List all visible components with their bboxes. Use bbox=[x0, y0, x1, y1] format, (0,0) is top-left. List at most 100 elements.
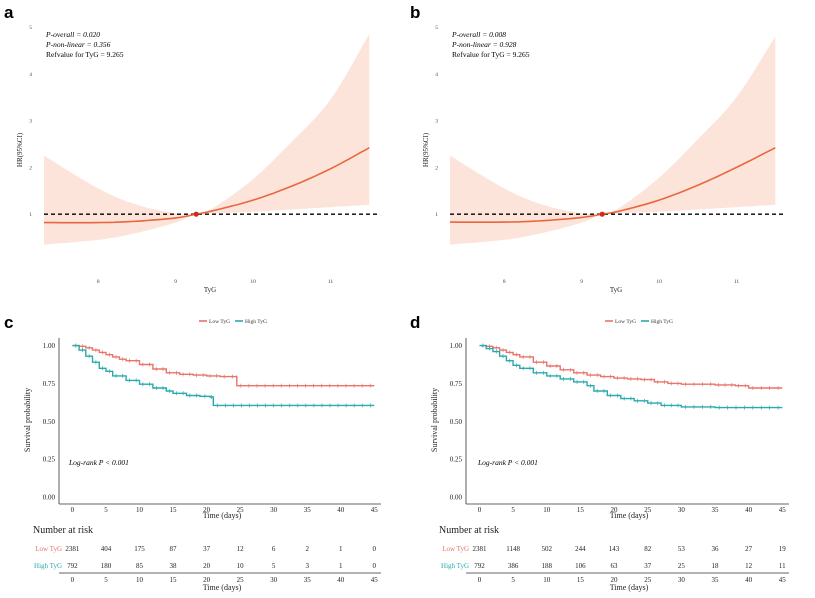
y-tick-label: 0.00 bbox=[43, 493, 56, 501]
y-tick-label: 1.00 bbox=[450, 342, 463, 350]
x-axis-label: Time (days) bbox=[203, 511, 242, 520]
risk-count: 25 bbox=[678, 562, 686, 570]
risk-count: 175 bbox=[134, 545, 145, 553]
logrank-text: Log-rank P < 0.001 bbox=[68, 458, 129, 467]
risk-x-tick-label: 20 bbox=[203, 576, 211, 584]
panel-label-d: d bbox=[410, 313, 420, 332]
risk-count: 63 bbox=[611, 562, 619, 570]
y-tick-label: 0.25 bbox=[450, 456, 463, 464]
risk-table: 2381 1148 502 244 143 82 53 36 27 19 792 386 188 106 6… bbox=[466, 545, 789, 584]
x-tick-label: 20 bbox=[203, 506, 211, 514]
legend-label-high: High TyG bbox=[651, 319, 673, 325]
survival-curves-group bbox=[479, 343, 783, 410]
low-tyg-curve bbox=[72, 344, 375, 387]
risk-count: 3 bbox=[305, 562, 309, 570]
x-tick-label: 15 bbox=[577, 506, 585, 514]
x-tick-label: 5 bbox=[104, 506, 108, 514]
risk-count: 244 bbox=[575, 545, 586, 553]
risk-count: 19 bbox=[779, 545, 787, 553]
y-tick-label: 0.50 bbox=[43, 418, 56, 426]
x-tick-label: 10 bbox=[250, 279, 256, 285]
y-tick-label: 5 bbox=[29, 25, 32, 31]
low-tyg-curve bbox=[479, 344, 783, 389]
x-tick-label: 30 bbox=[270, 506, 278, 514]
risk-count: 36 bbox=[711, 545, 719, 553]
risk-x-tick-label: 20 bbox=[611, 576, 619, 584]
risk-count: 1 bbox=[339, 562, 343, 570]
risk-count: 106 bbox=[575, 562, 586, 570]
risk-count: 10 bbox=[237, 562, 245, 570]
ci-band bbox=[44, 34, 370, 245]
annotation-p-overall: P-overall = 0.020 bbox=[45, 30, 100, 39]
risk-count: 6 bbox=[272, 545, 276, 553]
risk-x-tick-label: 5 bbox=[511, 576, 515, 584]
risk-x-tick-label: 45 bbox=[779, 576, 787, 584]
x-tick-label: 20 bbox=[611, 506, 619, 514]
risk-x-tick-label: 45 bbox=[371, 576, 379, 584]
risk-count: 792 bbox=[67, 562, 78, 570]
x-axis-label: TyG bbox=[610, 286, 622, 294]
risk-count: 0 bbox=[373, 562, 377, 570]
annotation-refvalue: Refvalue for TyG = 9.265 bbox=[452, 50, 530, 59]
risk-row-label-low: Low TyG bbox=[35, 545, 62, 553]
risk-x-tick-label: 30 bbox=[270, 576, 278, 584]
risk-count: 12 bbox=[237, 545, 245, 553]
estimate-line bbox=[44, 147, 370, 224]
x-tick-label: 35 bbox=[711, 506, 719, 514]
risk-row-label-high: High TyG bbox=[34, 562, 62, 570]
risk-count: 1148 bbox=[506, 545, 520, 553]
legend-label-low: Low TyG bbox=[209, 319, 230, 325]
x-tick-label: 0 bbox=[71, 506, 75, 514]
risk-x-axis-label: Time (days) bbox=[203, 583, 242, 592]
logrank-text: Log-rank P < 0.001 bbox=[477, 458, 538, 467]
risk-count: 5 bbox=[272, 562, 276, 570]
y-tick-label: 1.00 bbox=[43, 342, 56, 350]
x-tick-label: 40 bbox=[337, 506, 345, 514]
risk-table-title: Number at risk bbox=[439, 525, 499, 536]
risk-count: 11 bbox=[779, 562, 786, 570]
high-tyg-curve bbox=[479, 344, 783, 409]
y-axis-label: HR(95%CI) bbox=[422, 132, 430, 167]
risk-count: 2381 bbox=[472, 545, 487, 553]
risk-x-tick-label: 15 bbox=[170, 576, 178, 584]
risk-count: 386 bbox=[508, 562, 519, 570]
estimate-line bbox=[450, 146, 776, 223]
annotation-p-nonlinear: P-non-linear = 0.928 bbox=[451, 40, 517, 49]
y-axis-label: Survival probability bbox=[430, 388, 439, 452]
tick-group: 0 5 10 15 20 25 30 35 40 45 0.00 0.25 0.50 0.75 1.00 bbox=[450, 342, 787, 514]
risk-x-tick-label: 15 bbox=[577, 576, 585, 584]
risk-count: 37 bbox=[644, 562, 652, 570]
y-tick-label: 0.25 bbox=[43, 456, 56, 464]
risk-x-tick-label: 5 bbox=[104, 576, 108, 584]
y-tick-label: 3 bbox=[435, 119, 438, 125]
axes-group bbox=[465, 338, 789, 505]
risk-count: 38 bbox=[170, 562, 178, 570]
reference-point bbox=[193, 211, 199, 217]
km-panel-c: Low TyG High TyG 0 5 10 15 20 25 30 35 40 450.000… bbox=[23, 319, 381, 592]
risk-count: 0 bbox=[373, 545, 377, 553]
legend: Low TyG High TyG bbox=[199, 319, 267, 325]
risk-count: 85 bbox=[136, 562, 144, 570]
x-tick-label: 30 bbox=[678, 506, 686, 514]
risk-count: 53 bbox=[678, 545, 686, 553]
risk-count: 188 bbox=[542, 562, 553, 570]
risk-count: 18 bbox=[711, 562, 719, 570]
ci-band-group bbox=[450, 36, 776, 245]
risk-count: 502 bbox=[542, 545, 553, 553]
y-tick-label: 5 bbox=[435, 25, 438, 31]
risk-count: 37 bbox=[203, 545, 211, 553]
risk-count: 1 bbox=[339, 545, 343, 553]
risk-row-label-high: High TyG bbox=[441, 562, 469, 570]
x-tick-label: 35 bbox=[304, 506, 312, 514]
risk-x-tick-label: 30 bbox=[678, 576, 686, 584]
x-tick-label: 8 bbox=[503, 279, 506, 285]
x-tick-label: 45 bbox=[779, 506, 787, 514]
x-tick-label: 45 bbox=[371, 506, 379, 514]
annotation-refvalue: Refvalue for TyG = 9.265 bbox=[46, 50, 124, 59]
risk-count: 2 bbox=[305, 545, 309, 553]
legend-label-high: High TyG bbox=[245, 319, 267, 325]
risk-x-tick-label: 25 bbox=[237, 576, 245, 584]
